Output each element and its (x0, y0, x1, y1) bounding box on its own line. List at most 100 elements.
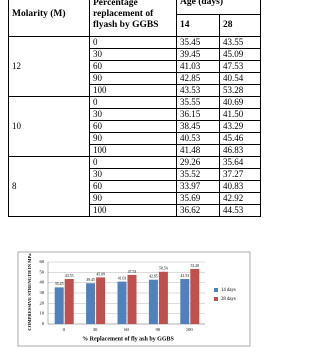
strength-cell: 40.53 (176, 132, 220, 145)
table-row: 100 43.53 53.28 (9, 84, 261, 97)
value-label: 47.53 (128, 270, 137, 274)
strength-cell: 35.69 (176, 192, 220, 205)
value-label: 41.03 (118, 276, 127, 280)
strength-cell: 35.64 (219, 156, 261, 169)
percentage-cell: 30 (89, 108, 177, 121)
table-row: 8 0 29.26 35.64 (8, 156, 261, 217)
percentage-cell: 60 (89, 120, 177, 133)
strength-cell: 39.45 (176, 48, 220, 61)
bar (54, 287, 64, 324)
strength-cell: 36.15 (176, 108, 220, 121)
strength-cell: 38.45 (176, 120, 220, 133)
legend-label: 14 days (221, 288, 236, 293)
x-axis-label: % Replacement of fly ash by GGBS (82, 336, 174, 342)
molarity-cell: 8 (8, 156, 90, 217)
strength-cell: 43.55 (219, 36, 261, 49)
strength-cell: 53.28 (219, 84, 261, 97)
y-tick-label: 20 (40, 300, 45, 305)
percentage-cell: 60 (89, 180, 177, 193)
percentage-cell: 100 (89, 84, 177, 97)
strength-cell: 43.29 (219, 120, 261, 133)
y-axis-label: COMPRESSIVE STRENGTH IN MPa (27, 253, 32, 331)
percentage-cell: 100 (89, 144, 177, 157)
bar (64, 278, 74, 324)
strength-cell: 35.52 (176, 168, 220, 181)
value-label: 39.45 (86, 278, 95, 282)
strength-cell: 46.83 (219, 144, 261, 157)
percentage-cell: 0 (89, 156, 177, 169)
strength-cell: 40.54 (219, 72, 261, 85)
table-row: 60 38.45 43.29 (9, 120, 261, 133)
y-tick-label: 0 (42, 321, 45, 326)
value-label: 43.55 (65, 274, 74, 278)
strength-cell: 43.53 (176, 84, 220, 97)
strength-cell: 42.92 (219, 192, 261, 205)
percentage-cell: 30 (89, 168, 177, 181)
percentage-cell: 0 (89, 36, 177, 49)
header-percentage: Percentage replacement of flyash by GGBS (89, 0, 177, 37)
results-table: Molarity (M) Percentage replacement of f… (8, 0, 261, 217)
header-molarity: Molarity (M) (8, 0, 90, 37)
strength-cell: 37.27 (219, 168, 261, 181)
strength-cell: 40.83 (219, 180, 261, 193)
y-tick-label: 40 (40, 280, 45, 285)
strength-cell: 42.85 (176, 72, 220, 85)
bar (148, 279, 158, 324)
chart: % Replacement of fly ash by GGBS COMPRES… (17, 251, 251, 347)
x-tick-label: 60 (124, 327, 129, 332)
percentage-cell: 100 (89, 204, 177, 217)
value-label: 42.85 (149, 275, 158, 279)
strength-cell: 41.03 (176, 60, 220, 73)
percentage-cell: 0 (89, 96, 177, 109)
strength-cell: 35.55 (176, 96, 220, 109)
value-label: 43.53 (181, 274, 190, 278)
bar (96, 277, 106, 324)
bar (158, 271, 168, 324)
value-label: 45.09 (96, 272, 105, 276)
percentage-cell: 60 (89, 60, 177, 73)
table-row: 100 41.48 46.83 (9, 144, 261, 157)
percentage-cell: 90 (89, 192, 177, 205)
header-age-28: 28 (219, 13, 261, 37)
x-tick-label: 30 (93, 327, 98, 332)
table-row: 90 35.69 42.92 (9, 192, 261, 205)
table-row: 100 36.62 44.53 (9, 204, 261, 217)
y-tick-label: 10 (40, 311, 45, 316)
percentage-cell: 90 (89, 72, 177, 85)
molarity-cell: 12 (8, 36, 90, 97)
percentage-cell: 30 (89, 48, 177, 61)
y-tick-label: 60 (40, 259, 45, 264)
x-tick-label: 100 (186, 327, 194, 332)
table-row: 10 0 35.55 40.69 (8, 96, 261, 157)
strength-cell: 45.46 (219, 132, 261, 145)
bar (180, 279, 190, 324)
x-tick-label: 90 (156, 327, 161, 332)
header-age: Age (days) (176, 0, 261, 15)
table-body: 12 0 35.45 43.55 30 39.45 45.09 60 41.03 47.53 90 4… (8, 36, 261, 217)
strength-cell: 45.09 (219, 48, 261, 61)
y-tick-label: 30 (40, 290, 45, 295)
value-label: 53.28 (191, 264, 200, 268)
molarity-cell: 10 (8, 96, 90, 157)
legend-swatch (214, 288, 218, 292)
strength-cell: 41.50 (219, 108, 261, 121)
page: Molarity (M) Percentage replacement of f… (8, 0, 261, 347)
bar (127, 274, 137, 324)
strength-cell: 47.53 (219, 60, 261, 73)
bar (86, 283, 96, 324)
legend-swatch (214, 297, 218, 301)
header-age-14: 14 (176, 13, 220, 37)
strength-cell: 41.48 (176, 144, 220, 157)
x-tick-label: 0 (63, 327, 66, 332)
value-label: 35.45 (55, 282, 64, 286)
strength-cell: 36.62 (176, 204, 220, 217)
value-label: 50.54 (159, 267, 168, 271)
bar (190, 268, 200, 324)
y-tick-label: 50 (40, 269, 45, 274)
strength-cell: 33.97 (176, 180, 220, 193)
strength-cell: 29.26 (176, 156, 220, 169)
strength-cell: 44.53 (219, 204, 261, 217)
table-row: 90 42.85 40.54 (9, 72, 261, 85)
strength-cell: 40.69 (219, 96, 261, 109)
table-row: 12 0 35.45 43.55 (8, 36, 261, 97)
